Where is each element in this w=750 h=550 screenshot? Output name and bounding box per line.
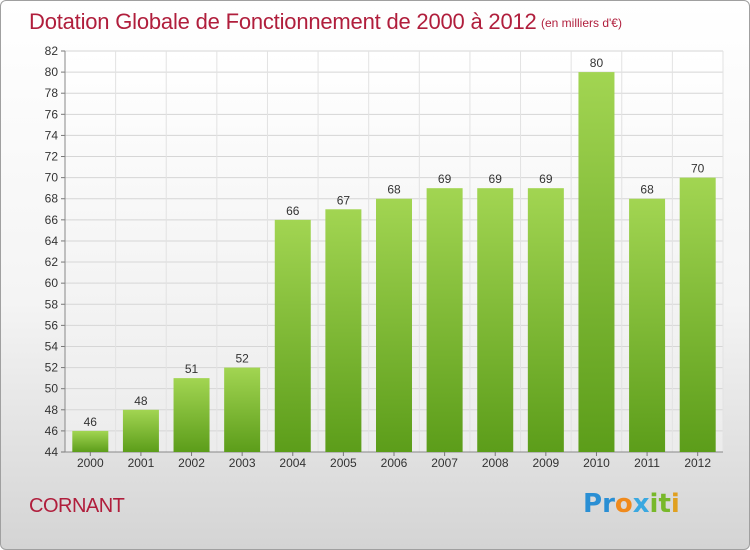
logo-letter: x [632,489,650,519]
y-tick-label: 68 [45,192,59,206]
x-tick-label: 2010 [583,456,610,470]
bar [325,209,362,452]
bar [527,188,564,452]
x-tick-label: 2006 [381,456,408,470]
y-tick-label: 44 [45,445,59,459]
logo-letter: r [602,489,615,519]
x-tick-label: 2001 [128,456,155,470]
data-label: 66 [286,204,300,218]
y-tick-label: 82 [45,44,59,58]
chart-title: Dotation Globale de Fonctionnement de 20… [29,9,537,34]
data-label: 69 [539,172,553,186]
y-tick-label: 76 [45,107,59,121]
y-tick-label: 52 [45,361,59,375]
y-tick-label: 66 [45,213,59,227]
x-tick-label: 2000 [77,456,104,470]
chart-subtitle: (en milliers d'€) [541,16,622,30]
bar [376,198,412,452]
y-tick-label: 80 [45,65,59,79]
data-label: 48 [134,394,148,408]
y-tick-label: 64 [45,234,59,248]
data-label: 68 [387,183,401,197]
y-tick-label: 46 [45,424,59,438]
bar [578,72,615,453]
y-tick-label: 70 [45,171,59,185]
y-tick-label: 62 [45,255,59,269]
bar [679,177,716,452]
y-tick-label: 72 [45,150,59,164]
proxiti-logo[interactable]: Proxiti [583,489,680,519]
data-label: 80 [590,56,604,70]
y-tick-label: 58 [45,297,59,311]
x-tick-label: 2009 [532,456,559,470]
data-label: 46 [84,415,98,429]
x-tick-label: 2004 [279,456,306,470]
x-tick-label: 2003 [229,456,256,470]
bar [122,409,159,452]
data-label: 69 [438,172,452,186]
y-tick-label: 50 [45,382,59,396]
bar [72,430,109,452]
y-tick-label: 48 [45,403,59,417]
y-tick-label: 74 [45,128,59,142]
x-tick-label: 2007 [431,456,458,470]
x-tick-label: 2008 [482,456,509,470]
bar [426,188,463,452]
data-label: 68 [640,183,654,197]
y-tick-label: 56 [45,318,59,332]
logo-letter: o [614,489,633,519]
town-name: CORNANT [29,495,125,517]
bar [274,219,311,452]
data-label: 69 [489,172,503,186]
data-label: 52 [235,352,249,366]
x-tick-label: 2005 [330,456,357,470]
data-label: 70 [691,162,705,176]
logo-letter: t [658,489,671,519]
x-tick-label: 2012 [684,456,711,470]
y-tick-label: 78 [45,86,59,100]
y-tick-label: 54 [45,339,59,353]
x-tick-label: 2011 [634,456,660,470]
bar [173,378,210,452]
bar [224,367,261,452]
logo-letter: i [649,489,659,519]
logo-letter: P [583,489,603,519]
data-label: 51 [185,362,199,376]
x-tick-label: 2002 [178,456,205,470]
data-label: 67 [337,193,351,207]
bar [629,198,666,452]
y-tick-label: 60 [45,276,59,290]
bar [477,188,514,452]
logo-letter: i [670,489,680,519]
